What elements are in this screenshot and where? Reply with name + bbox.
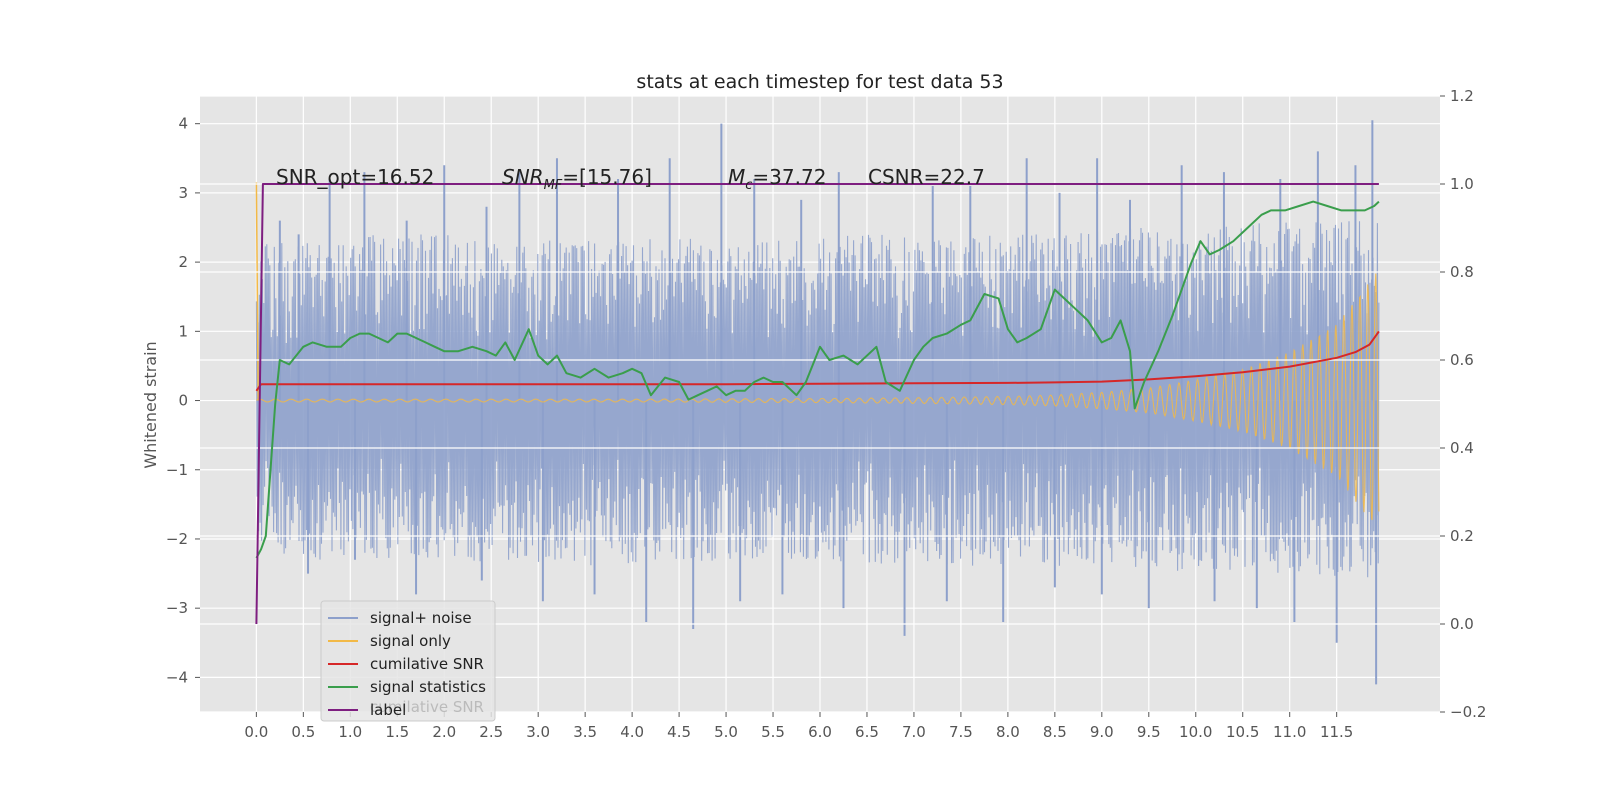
annotation-mc-base: M: [728, 165, 745, 189]
y-right-tick-label-3: 0.4: [1450, 439, 1474, 457]
series-line-label: [255, 183, 1379, 625]
y-left-tick-label-3: −1: [166, 461, 188, 479]
legend-label-2: cumilative SNR: [370, 655, 484, 673]
series-line-cumilative-snr: [255, 330, 1380, 392]
x-tick-label-15: 7.5: [949, 723, 973, 741]
y-left-tick-label-4: 0: [178, 392, 188, 410]
signal-noise-series: [255, 120, 1380, 685]
annotation-snr-mf-value: =[15.76]: [562, 165, 652, 189]
y-right-tick-label-0: −0.2: [1450, 703, 1486, 721]
x-tick-label-0: 0.0: [244, 723, 268, 741]
legend-label-4: label: [370, 701, 406, 719]
y-axis-right-ticks: −0.2 0.0 0.2 0.4 0.6 0.8 1.0 1.2: [1440, 87, 1486, 721]
y-left-tick-label-5: 1: [178, 322, 188, 340]
y-left-tick-label-1: −3: [166, 599, 188, 617]
legend: cumilative SNR signal+ noise signal only c…: [320, 600, 496, 722]
x-tick-label-20: 10.0: [1179, 723, 1212, 741]
x-tick-label-5: 2.5: [479, 723, 503, 741]
y-axis-label: Whitened strain: [141, 341, 160, 468]
y-right-tick-label-2: 0.2: [1450, 527, 1474, 545]
series-line-signal-statistics: [255, 200, 1380, 559]
signal-only-line: [256, 273, 1380, 521]
y-right-tick-label-1: 0.0: [1450, 615, 1474, 633]
annotation-mc: Mc=37.72: [728, 165, 826, 193]
x-tick-label-4: 2.0: [432, 723, 456, 741]
annotations: SNR_opt=16.52 SNRMF=[15.76] Mc=37.72 CSN…: [276, 165, 985, 193]
y-right-tick-label-5: 0.8: [1450, 263, 1474, 281]
y-right-tick-label-6: 1.0: [1450, 175, 1474, 193]
y-right-tick-label-4: 0.6: [1450, 351, 1474, 369]
x-tick-label-6: 3.0: [526, 723, 550, 741]
y-right-tick-label-7: 1.2: [1450, 87, 1474, 105]
x-tick-label-10: 5.0: [714, 723, 738, 741]
x-tick-label-17: 8.5: [1043, 723, 1067, 741]
x-tick-label-16: 8.0: [996, 723, 1020, 741]
annotation-snr-mf-sub: MF: [544, 178, 563, 193]
x-tick-label-23: 11.5: [1320, 723, 1353, 741]
x-tick-label-8: 4.0: [620, 723, 644, 741]
y-left-tick-label-2: −2: [166, 530, 188, 548]
x-tick-label-7: 3.5: [573, 723, 597, 741]
annotation-mc-value: =37.72: [752, 165, 826, 189]
x-tick-label-12: 6.0: [808, 723, 832, 741]
x-tick-label-14: 7.0: [902, 723, 926, 741]
y-left-tick-label-7: 3: [178, 184, 188, 202]
x-tick-label-9: 4.5: [667, 723, 691, 741]
chart-title: stats at each timestep for test data 53: [636, 71, 1003, 93]
y-left-tick-label-6: 2: [178, 253, 188, 271]
signal-only-series: [255, 182, 1380, 521]
annotation-snr-opt: SNR_opt=16.52: [276, 165, 434, 189]
x-tick-label-11: 5.5: [761, 723, 785, 741]
legend-label-3: signal statistics: [370, 678, 486, 696]
legend-label-0: signal+ noise: [370, 609, 472, 627]
x-tick-label-22: 11.0: [1273, 723, 1306, 741]
legend-label-1: signal only: [370, 632, 451, 650]
y-left-tick-label-8: 4: [178, 115, 188, 133]
x-axis-ticks: 0.0 0.5 1.0 1.5 2.0 2.5 3.0 3.5 4.0 4.5 5.0 5.5 6.0 6…: [244, 712, 1353, 741]
annotation-snr-mf: SNRMF=[15.76]: [502, 165, 652, 193]
annotation-csnr: CSNR=22.7: [868, 165, 985, 189]
y-left-tick-label-0: −4: [166, 668, 188, 686]
annotation-snr-mf-base: SNR: [502, 165, 544, 189]
legend-box: [320, 600, 496, 722]
x-tick-label-18: 9.0: [1090, 723, 1114, 741]
x-tick-label-2: 1.0: [338, 723, 362, 741]
x-tick-label-19: 9.5: [1137, 723, 1161, 741]
statistics-lines: [255, 183, 1380, 625]
signal-only-spike: [255, 182, 259, 401]
x-tick-label-1: 0.5: [291, 723, 315, 741]
x-tick-label-21: 10.5: [1226, 723, 1259, 741]
legend-ghost-label: cumilative SNR: [370, 698, 484, 716]
y-axis-left-ticks: −4 −3 −2 −1 0 1 2 3 4: [166, 115, 200, 686]
x-tick-label-13: 6.5: [855, 723, 879, 741]
legend-items: signal+ noise signal only cumilative SNR si…: [328, 609, 486, 719]
annotation-mc-sub: c: [745, 178, 752, 193]
x-tick-label-3: 1.5: [385, 723, 409, 741]
